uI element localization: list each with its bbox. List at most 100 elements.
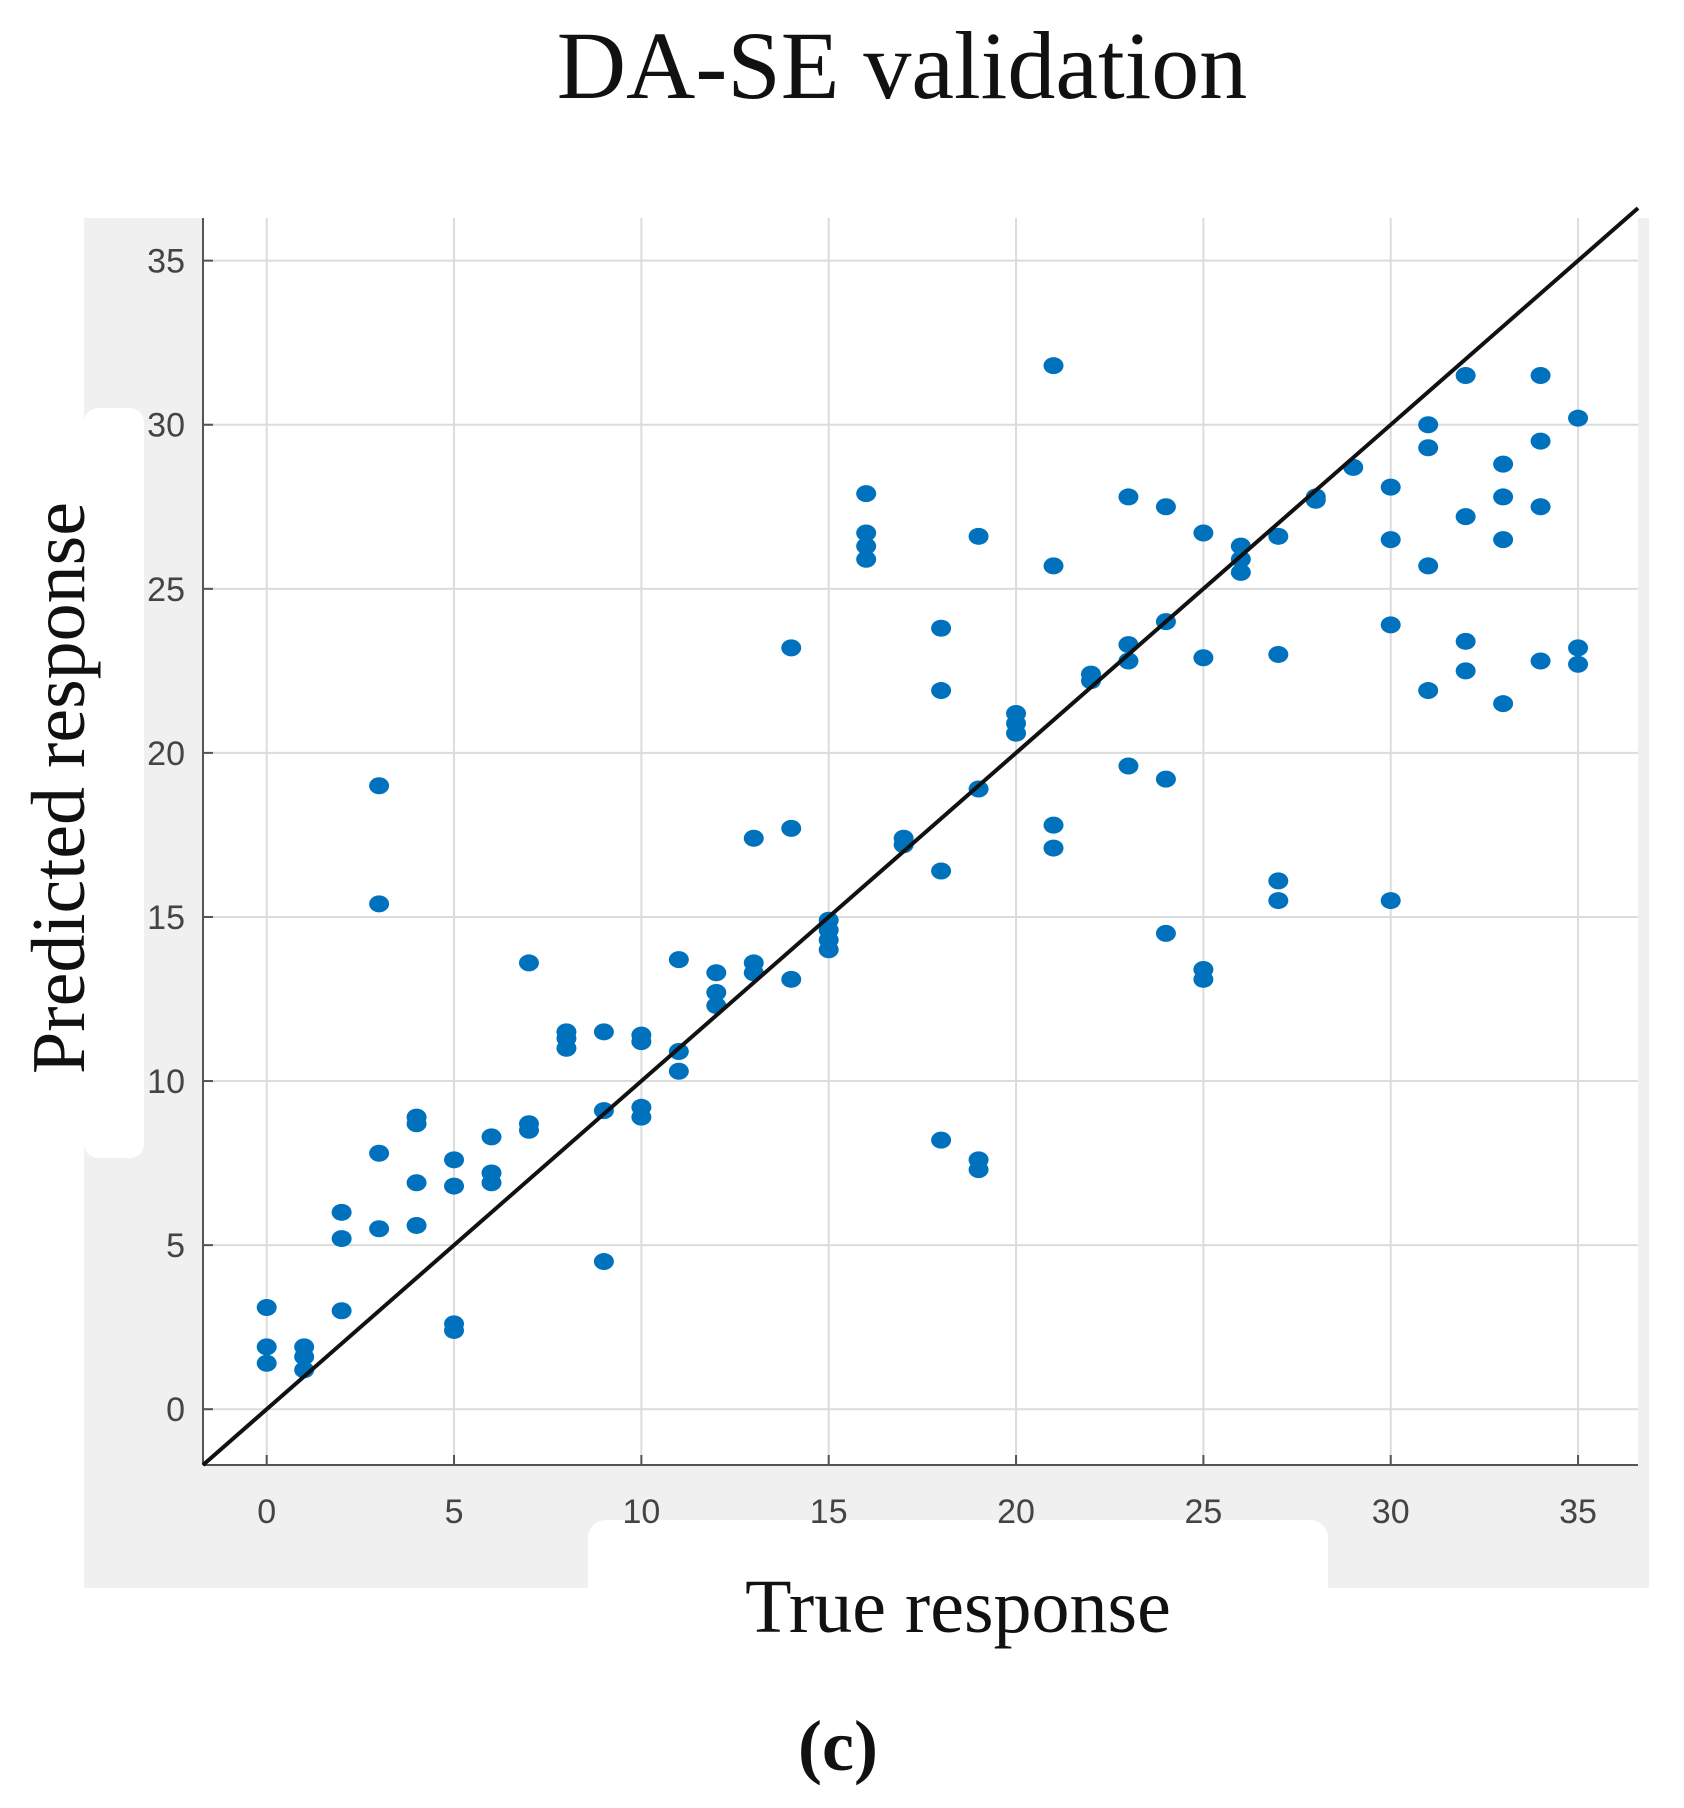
reference-line-group — [201, 206, 1640, 1467]
data-point — [593, 1253, 614, 1271]
x-tick-label: 25 — [1184, 1493, 1222, 1531]
y-tick-label: 35 — [147, 243, 185, 281]
data-point — [1568, 655, 1589, 673]
data-point — [1380, 478, 1401, 496]
data-point — [668, 1062, 689, 1080]
data-point — [856, 550, 877, 568]
data-point — [1230, 550, 1251, 568]
data-point — [1268, 645, 1289, 663]
data-point — [444, 1177, 465, 1195]
y-tick-label: 25 — [147, 571, 185, 609]
data-point — [1043, 816, 1064, 834]
data-point — [593, 1023, 614, 1041]
data-point — [931, 682, 952, 700]
data-point — [406, 1174, 427, 1192]
data-point — [1043, 839, 1064, 857]
data-point — [593, 1102, 614, 1120]
data-point — [856, 537, 877, 555]
data-point — [256, 1298, 277, 1316]
data-point — [818, 941, 839, 959]
data-point — [631, 1033, 652, 1051]
data-point — [256, 1338, 277, 1356]
data-point — [481, 1174, 502, 1192]
data-point — [256, 1354, 277, 1372]
data-point — [1268, 872, 1289, 890]
data-point — [518, 1121, 539, 1139]
data-point — [369, 1144, 390, 1162]
data-point — [369, 777, 390, 795]
data-points — [256, 357, 1589, 1379]
data-point — [444, 1321, 465, 1339]
data-point — [406, 1115, 427, 1133]
x-tick-label: 10 — [622, 1493, 660, 1531]
data-point — [1193, 649, 1214, 667]
data-point — [331, 1203, 352, 1221]
data-point — [781, 819, 802, 837]
x-tick-label: 30 — [1372, 1493, 1410, 1531]
data-point — [931, 619, 952, 637]
data-point — [1155, 498, 1176, 516]
data-point — [1568, 409, 1589, 427]
data-point — [1418, 439, 1439, 457]
data-point — [481, 1128, 502, 1146]
data-point — [369, 1220, 390, 1238]
subfigure-label: (c) — [798, 1706, 878, 1786]
data-point — [706, 964, 727, 982]
data-point — [1043, 357, 1064, 375]
x-axis-label: True response — [745, 1565, 1171, 1649]
y-tick-labels: 0 5 10 15 20 25 30 35 — [147, 243, 185, 1430]
data-point — [1230, 563, 1251, 581]
data-point — [1380, 531, 1401, 549]
x-tick-label: 20 — [997, 1493, 1035, 1531]
data-point — [1530, 432, 1551, 450]
x-tick-label: 0 — [257, 1493, 276, 1531]
data-point — [1155, 770, 1176, 788]
data-point — [931, 862, 952, 880]
data-point — [1530, 498, 1551, 516]
data-point — [1418, 557, 1439, 575]
data-point — [1193, 970, 1214, 988]
data-point — [668, 1043, 689, 1061]
data-point — [556, 1039, 577, 1057]
y-tick-label: 15 — [147, 899, 185, 937]
data-point — [1155, 924, 1176, 942]
data-point — [1493, 488, 1514, 506]
x-tick-labels: 0 5 10 15 20 25 30 35 — [257, 1493, 1597, 1531]
axes — [202, 218, 1638, 1466]
data-point — [706, 983, 727, 1001]
data-point — [1455, 367, 1476, 385]
data-point — [631, 1108, 652, 1126]
data-point — [1455, 662, 1476, 680]
data-point — [781, 639, 802, 657]
data-point — [856, 524, 877, 542]
data-point — [968, 780, 989, 798]
data-point — [743, 829, 764, 847]
y-tick-label: 5 — [166, 1227, 185, 1265]
data-point — [331, 1230, 352, 1248]
data-point — [1455, 508, 1476, 526]
data-point — [1418, 682, 1439, 700]
data-point — [968, 527, 989, 545]
data-point — [856, 485, 877, 503]
data-point — [781, 970, 802, 988]
data-point — [1380, 616, 1401, 634]
data-point — [1043, 557, 1064, 575]
data-point — [331, 1302, 352, 1320]
grid — [203, 218, 1638, 1465]
data-point — [1118, 488, 1139, 506]
data-point — [444, 1151, 465, 1169]
data-point — [1568, 639, 1589, 657]
data-point — [1006, 724, 1027, 742]
data-point — [518, 954, 539, 972]
data-point — [1493, 695, 1514, 713]
data-point — [931, 1131, 952, 1149]
data-point — [968, 1161, 989, 1179]
data-point — [668, 951, 689, 969]
data-point — [1455, 632, 1476, 650]
data-point — [1193, 524, 1214, 542]
data-point — [369, 895, 390, 913]
x-tick-label: 5 — [445, 1493, 464, 1531]
data-point — [1380, 892, 1401, 910]
reference-line — [201, 206, 1640, 1467]
y-tick-label: 30 — [147, 407, 185, 445]
